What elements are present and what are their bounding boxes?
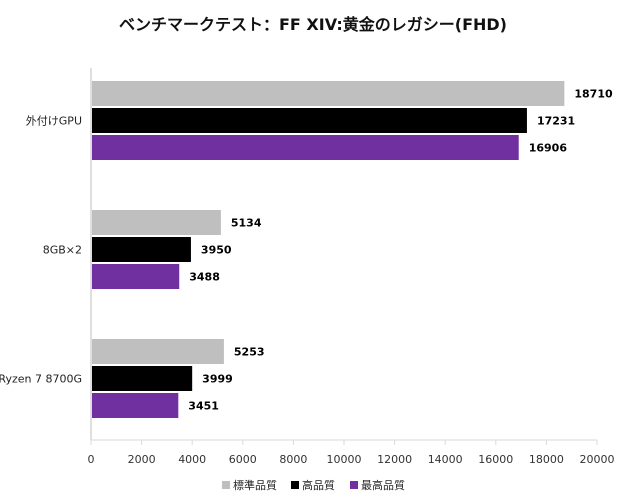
bar <box>92 393 179 418</box>
legend-swatch <box>350 481 358 489</box>
value-label: 3999 <box>202 373 233 386</box>
category-label: 外付けGPU <box>26 115 82 128</box>
category-label: 8GB×2 <box>43 244 82 257</box>
x-tick-label: 10000 <box>327 453 362 466</box>
chart-title: ベンチマークテスト：FF XIV:黄金のレガシー(FHD) <box>119 15 507 34</box>
x-ticks-group: 0 2000 4000 6000 8000 10000 12000 14000 16000 180… <box>88 440 615 466</box>
legend-label: 高品質 <box>302 478 335 492</box>
value-label: 5134 <box>231 217 262 230</box>
legend-swatch <box>291 481 299 489</box>
value-label: 3950 <box>201 244 232 257</box>
x-tick-label: 14000 <box>428 453 463 466</box>
value-label: 16906 <box>529 142 568 155</box>
legend-label: 最高品質 <box>361 478 405 492</box>
x-tick-label: 16000 <box>478 453 513 466</box>
category-labels-group: 外付けGPU 8GB×2 Ryzen 7 8700G <box>0 115 82 386</box>
value-label: 17231 <box>537 115 575 128</box>
value-label: 18710 <box>574 88 613 101</box>
x-tick-label: 12000 <box>377 453 412 466</box>
bar <box>92 366 193 391</box>
category-label: Ryzen 7 8700G <box>0 373 82 386</box>
value-labels-group: 18710 17231 16906 5134 3950 3488 5253 3999 3451 <box>188 88 613 413</box>
legend-label: 標準品質 <box>233 478 277 492</box>
bar <box>92 108 527 133</box>
x-tick-label: 6000 <box>229 453 257 466</box>
x-tick-label: 20000 <box>580 453 615 466</box>
legend-swatch <box>222 481 230 489</box>
value-label: 5253 <box>234 346 265 359</box>
x-tick-label: 2000 <box>128 453 156 466</box>
bar <box>92 81 565 106</box>
bar <box>92 237 191 262</box>
bar <box>92 339 224 364</box>
legend: 標準品質 高品質 最高品質 <box>222 478 405 492</box>
bar <box>92 210 221 235</box>
bar <box>92 135 519 160</box>
x-tick-label: 18000 <box>529 453 564 466</box>
bars-group <box>92 81 565 418</box>
value-label: 3451 <box>188 400 219 413</box>
value-label: 3488 <box>189 271 220 284</box>
x-tick-label: 4000 <box>178 453 206 466</box>
bar <box>92 264 180 289</box>
x-tick-label: 8000 <box>279 453 307 466</box>
x-tick-label: 0 <box>88 453 95 466</box>
